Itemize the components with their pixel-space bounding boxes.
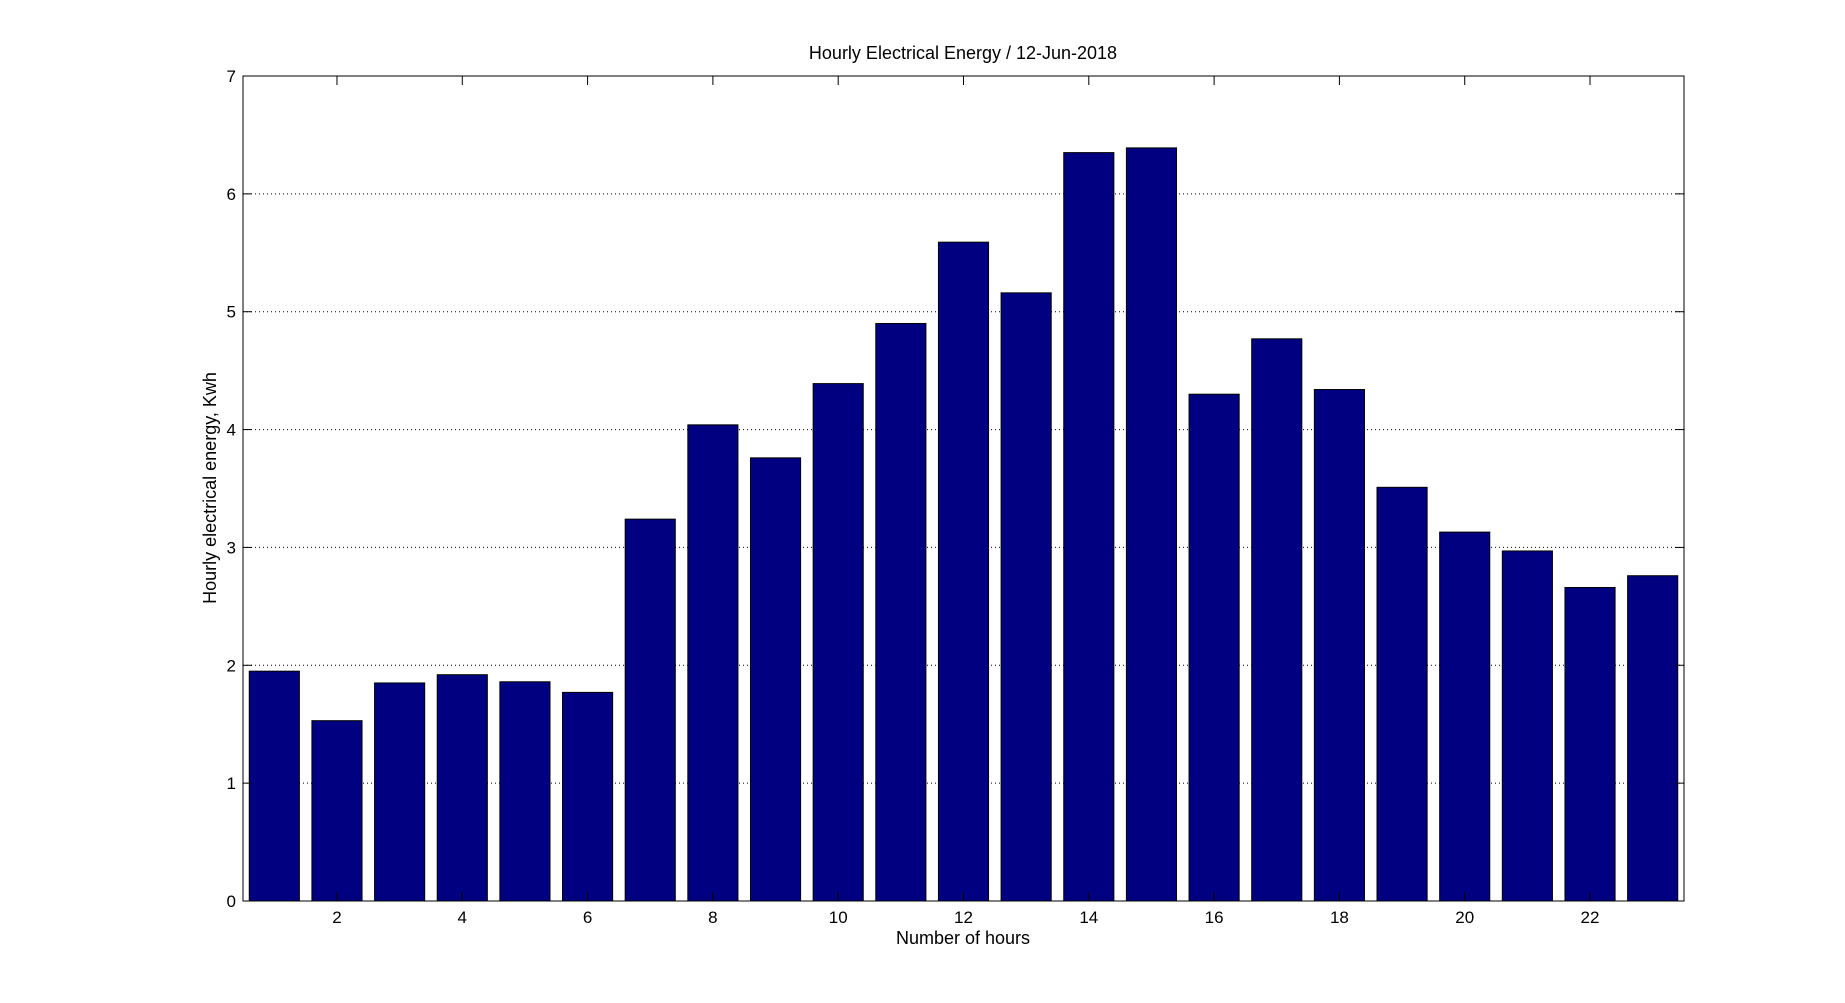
x-tick-label: 8: [708, 908, 717, 927]
x-tick-label: 12: [954, 908, 973, 927]
x-tick-label: 6: [583, 908, 592, 927]
bar: [248, 670, 300, 902]
bar: [812, 383, 864, 902]
bar: [1251, 338, 1303, 902]
y-axis-ticks: 0 1 2 3 4 5 6 7: [227, 67, 1684, 911]
bar: [937, 241, 990, 902]
bar: [311, 720, 363, 902]
y-tick-label: 3: [227, 538, 236, 557]
bar: [1000, 292, 1052, 902]
x-tick-label: 2: [332, 908, 341, 927]
bar: [1188, 393, 1240, 902]
bar: [687, 424, 739, 902]
x-tick-label: 14: [1079, 908, 1098, 927]
bar: [1313, 389, 1365, 902]
bar: [436, 674, 488, 902]
y-tick-label: 4: [227, 421, 236, 440]
chart-title: Hourly Electrical Energy / 12-Jun-2018: [809, 43, 1117, 63]
x-tick-label: 4: [458, 908, 467, 927]
bar: [374, 682, 426, 902]
bar: [1501, 550, 1553, 902]
x-tick-label: 16: [1205, 908, 1224, 927]
y-tick-label: 2: [227, 656, 236, 675]
bar: [1125, 147, 1178, 902]
y-tick-label: 0: [227, 892, 236, 911]
y-axis-label: Hourly electrical energy, Kwh: [200, 372, 220, 604]
bar: [499, 681, 551, 902]
y-tick-label: 1: [227, 774, 236, 793]
x-tick-label: 22: [1581, 908, 1600, 927]
y-tick-label: 7: [227, 67, 236, 86]
bar: [1564, 587, 1616, 902]
x-tick-label: 10: [829, 908, 848, 927]
x-axis-label: Number of hours: [896, 928, 1030, 948]
bars: [248, 147, 1679, 902]
bar: [1376, 486, 1428, 902]
bar: [562, 691, 614, 902]
bar: [875, 323, 927, 902]
x-tick-label: 20: [1455, 908, 1474, 927]
bar: [624, 518, 676, 902]
bar: [1627, 575, 1679, 902]
bar: [749, 457, 802, 902]
y-tick-label: 6: [227, 185, 236, 204]
y-tick-label: 5: [227, 303, 236, 322]
x-tick-label: 18: [1330, 908, 1349, 927]
bar: [1439, 531, 1491, 902]
x-axis-ticks: 2 4 6 8 10 12 14 16 18 20 22: [332, 76, 1599, 927]
bar: [1063, 152, 1115, 902]
